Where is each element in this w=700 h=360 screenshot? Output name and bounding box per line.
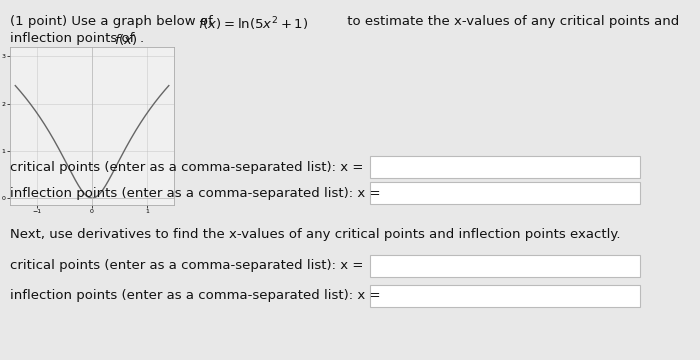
Text: inflection points of: inflection points of <box>10 32 139 45</box>
FancyBboxPatch shape <box>370 156 640 178</box>
Text: Next, use derivatives to find the x-values of any critical points and inflection: Next, use derivatives to find the x-valu… <box>10 228 620 241</box>
FancyBboxPatch shape <box>370 182 640 204</box>
Text: $f(x)$: $f(x)$ <box>114 32 138 48</box>
Text: $f(x) = \ln(5x^2 + 1)$: $f(x) = \ln(5x^2 + 1)$ <box>198 15 308 33</box>
FancyBboxPatch shape <box>370 255 640 277</box>
Text: critical points (enter as a comma-separated list): x =: critical points (enter as a comma-separa… <box>10 259 363 272</box>
Text: (1 point) Use a graph below of: (1 point) Use a graph below of <box>10 15 217 28</box>
Text: .: . <box>140 32 144 45</box>
Text: inflection points (enter as a comma-separated list): x =: inflection points (enter as a comma-sepa… <box>10 187 380 200</box>
Text: inflection points (enter as a comma-separated list): x =: inflection points (enter as a comma-sepa… <box>10 289 380 302</box>
FancyBboxPatch shape <box>370 285 640 307</box>
Text: to estimate the x-values of any critical points and: to estimate the x-values of any critical… <box>343 15 679 28</box>
Text: critical points (enter as a comma-separated list): x =: critical points (enter as a comma-separa… <box>10 161 363 174</box>
